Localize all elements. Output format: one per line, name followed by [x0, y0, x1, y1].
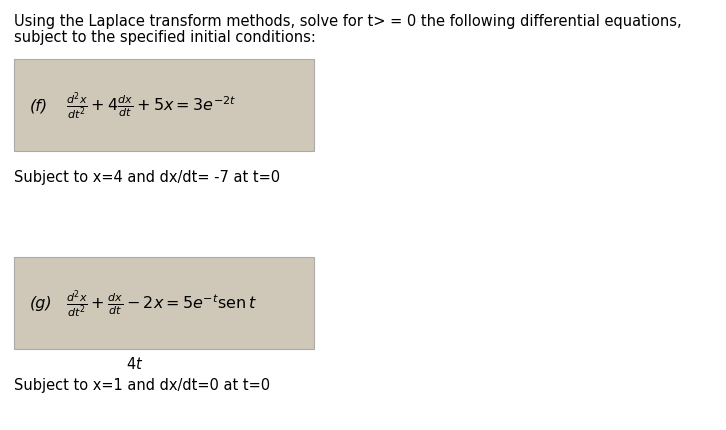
Bar [14, 60, 314, 152]
Text: Subject to x=4 and dx/dt= -7 at t=0: Subject to x=4 and dx/dt= -7 at t=0 [14, 169, 280, 184]
Bar [14, 258, 314, 349]
Text: (f): (f) [30, 98, 48, 113]
Text: $\frac{d^2x}{dt^2}+\frac{dx}{dt}-2x = 5e^{-t}\mathrm{sen}\,t$: $\frac{d^2x}{dt^2}+\frac{dx}{dt}-2x = 5e… [66, 287, 257, 319]
Text: subject to the specified initial conditions:: subject to the specified initial conditi… [14, 30, 316, 45]
Text: Subject to x=1 and dx/dt=0 at t=0: Subject to x=1 and dx/dt=0 at t=0 [14, 377, 270, 392]
Text: $\frac{d^2x}{dt^2}+4\frac{dx}{dt}+5x = 3e^{-2t}$: $\frac{d^2x}{dt^2}+4\frac{dx}{dt}+5x = 3… [66, 90, 236, 122]
Text: (g): (g) [30, 296, 52, 311]
Text: Using the Laplace transform methods, solve for t> = 0 the following differential: Using the Laplace transform methods, sol… [14, 14, 682, 29]
Text: $4t$: $4t$ [126, 355, 144, 371]
